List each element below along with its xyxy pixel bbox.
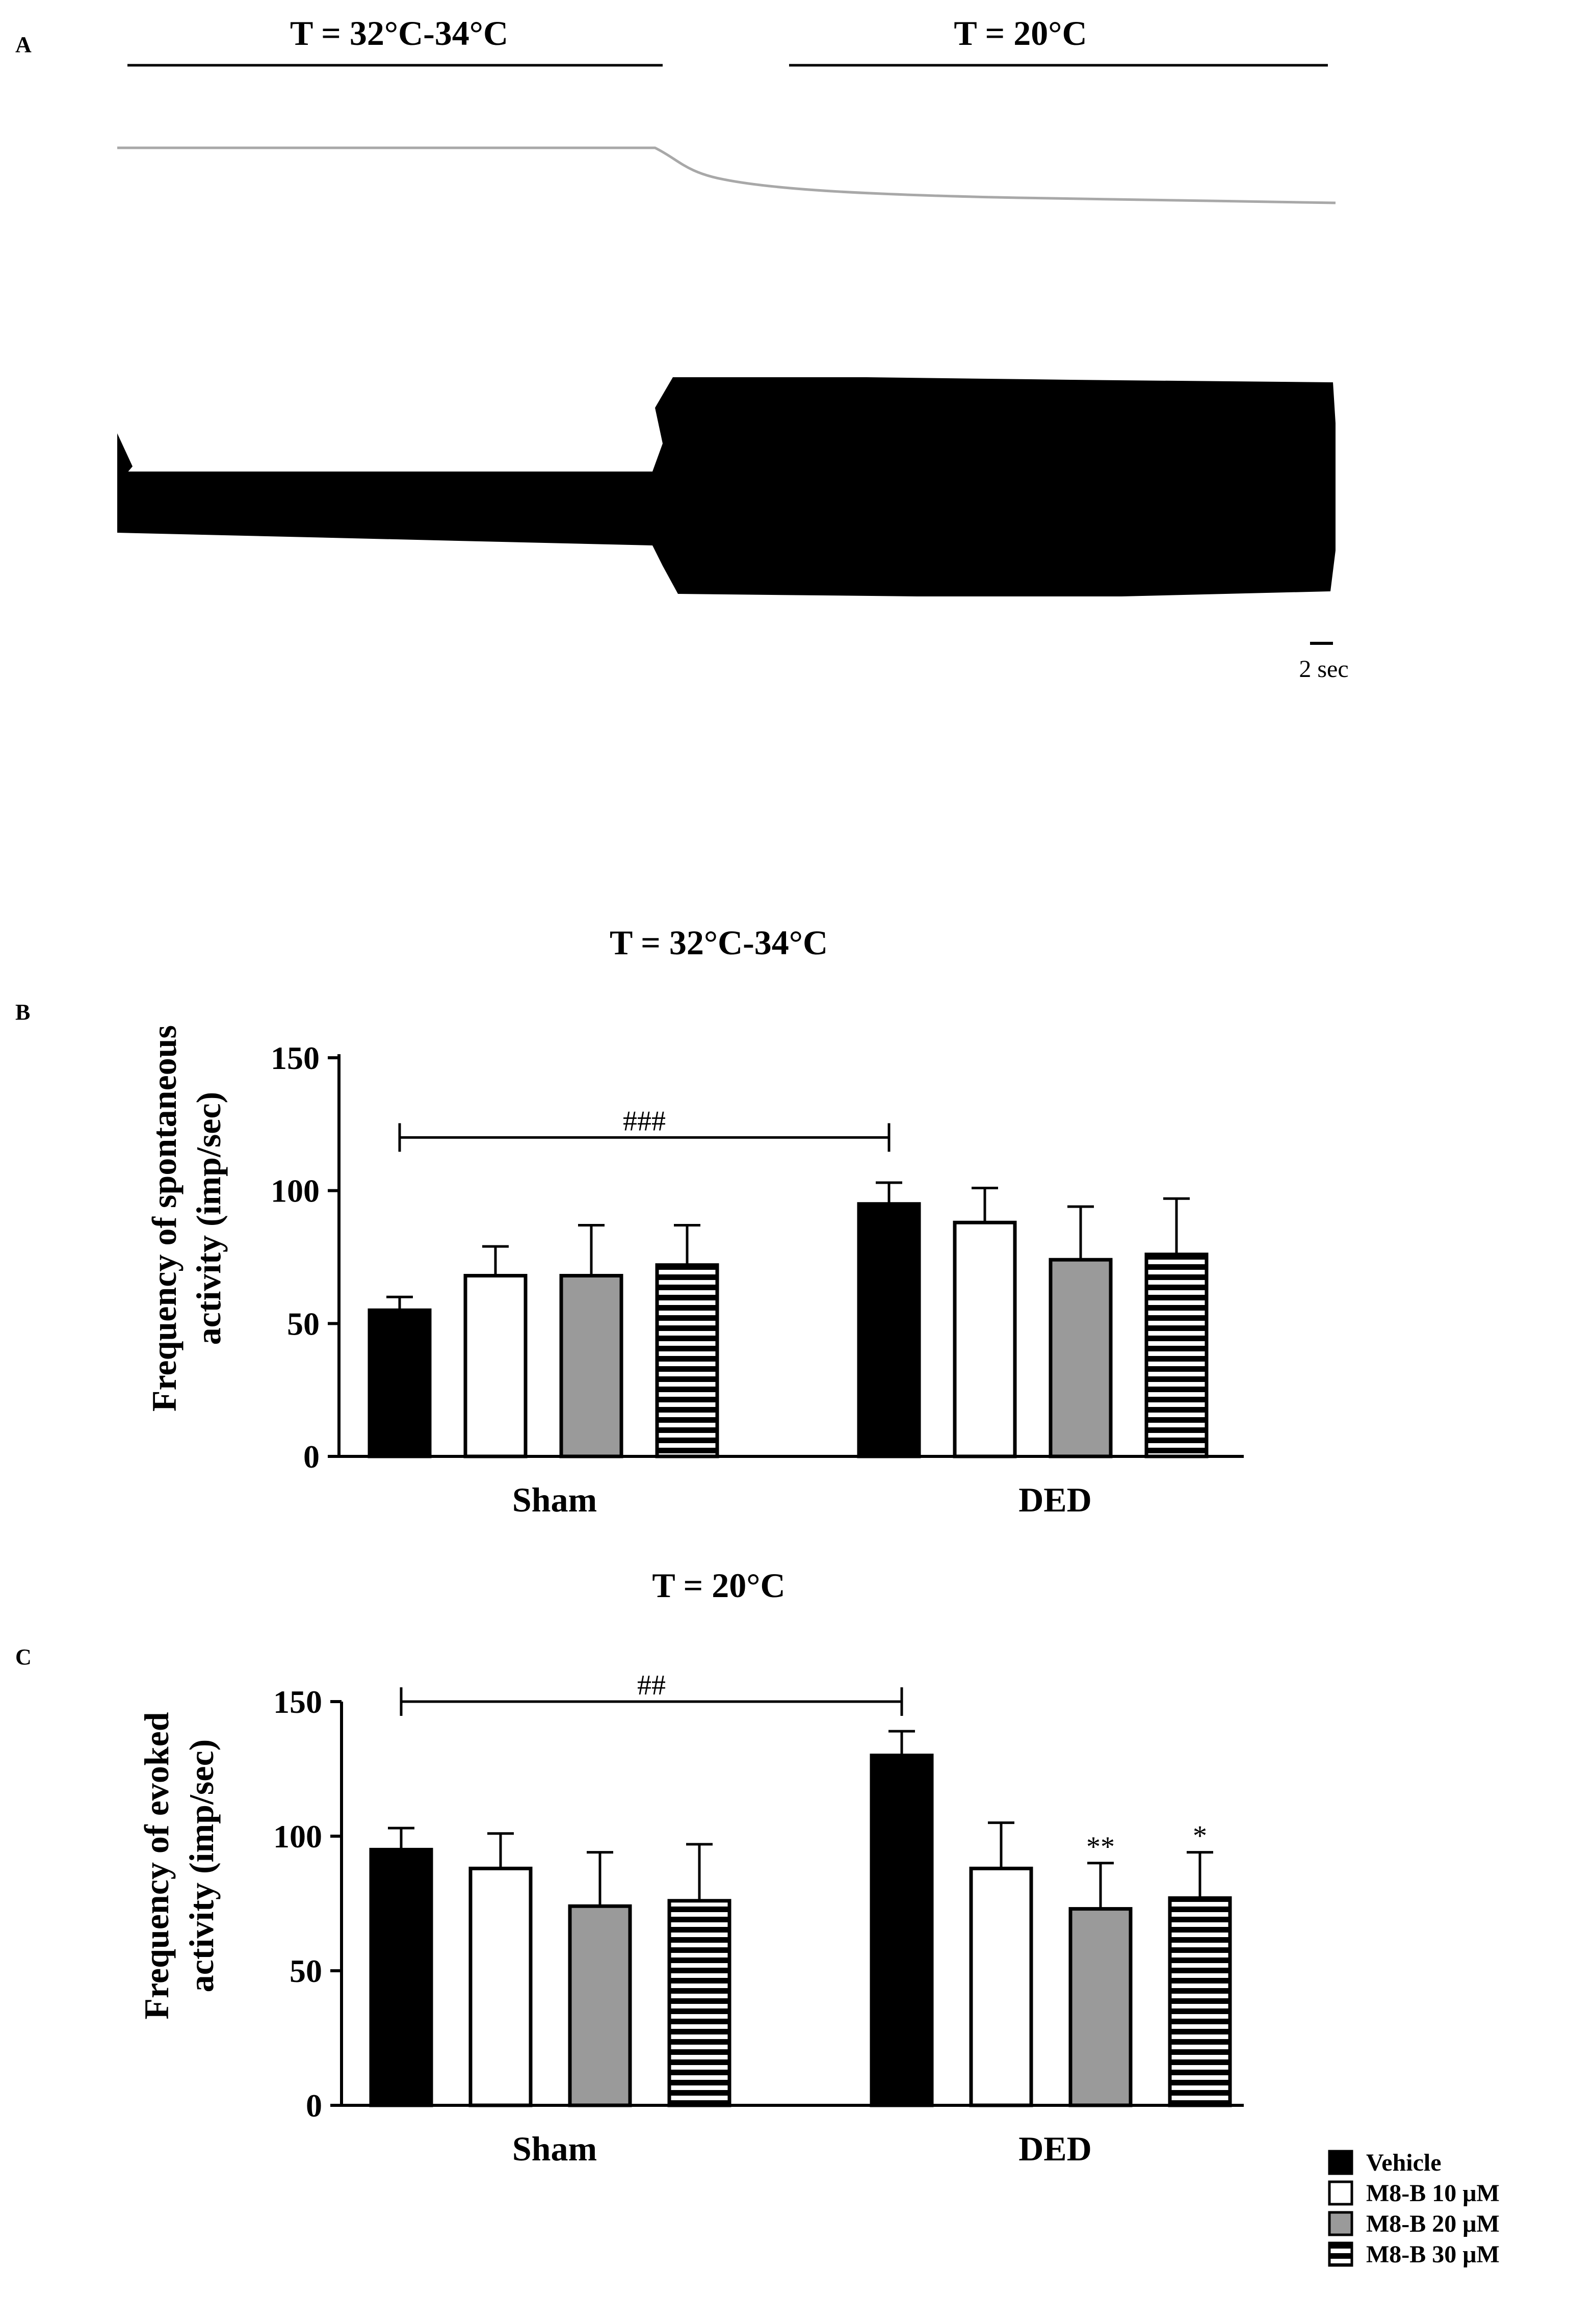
y-tick-label: 100 — [273, 1818, 322, 1855]
chart-c-title: T = 20°C — [652, 1566, 785, 1605]
legend-swatch — [1328, 2150, 1353, 2175]
legend-swatch — [1328, 2180, 1353, 2206]
bar-ded-series-2 — [1068, 1907, 1133, 2107]
significance-asterisk: * — [1193, 1820, 1207, 1852]
chart-c-y-ticks: 0 50 100 150 — [273, 1684, 342, 2124]
panel-letter-b: B — [15, 1000, 30, 1025]
panel-c: T = 20°C C Frequency of evoked activity … — [15, 1566, 1244, 2168]
legend-swatch — [1328, 2211, 1353, 2236]
scale-bar-label: 2 sec — [1299, 656, 1348, 683]
chart-b-ylabel-line1: Frequency of spontaneous — [145, 1025, 184, 1412]
chart-c-bars — [369, 1730, 1232, 2107]
panel-letter-a: A — [15, 32, 32, 57]
y-tick-label: 100 — [271, 1173, 320, 1209]
panel-letter-c: C — [15, 1645, 32, 1669]
comparison-significance-label: ## — [637, 1669, 666, 1701]
chart-b-category-ded: DED — [1018, 1480, 1092, 1519]
segment-label-warm: T = 32°C-34°C — [290, 14, 508, 53]
legend-label: M8-B 30 μM — [1366, 2241, 1500, 2268]
chart-b-y-ticks: 0 50 100 150 — [271, 1040, 339, 1475]
bar-sham-series-2 — [568, 1904, 632, 2107]
significance-asterisk: ** — [1086, 1831, 1115, 1863]
y-tick-label: 150 — [271, 1040, 320, 1076]
bar-ded-series-3 — [1168, 1896, 1232, 2107]
y-tick-label: 150 — [273, 1684, 322, 1720]
legend-label: M8-B 10 μM — [1366, 2180, 1500, 2207]
chart-c-category-sham: Sham — [512, 2129, 597, 2168]
legend-label: Vehicle — [1366, 2149, 1442, 2176]
y-tick-label: 50 — [287, 1306, 320, 1342]
legend-swatch — [1328, 2241, 1353, 2267]
legend: Vehicle M8-B 10 μM M8-B 20 μM M8-B 30 μM — [1328, 2149, 1500, 2268]
bar-sham-series-2 — [559, 1273, 623, 1458]
nerve-activity-trace — [117, 377, 1336, 596]
bar-ded-series-1 — [969, 1866, 1033, 2107]
segment-label-cold: T = 20°C — [954, 14, 1087, 53]
bar-ded-series-1 — [953, 1220, 1017, 1458]
y-tick-label: 0 — [306, 2087, 322, 2124]
chart-c-category-ded: DED — [1018, 2129, 1092, 2168]
chart-b-category-sham: Sham — [512, 1480, 597, 1519]
bar-sham-series-0 — [368, 1308, 432, 1458]
temperature-trace — [117, 146, 1336, 204]
chart-b-annotations: ### — [398, 1105, 891, 1152]
bar-sham-series-0 — [369, 1847, 433, 2107]
bar-sham-series-3 — [655, 1263, 719, 1458]
bar-sham-series-1 — [463, 1273, 528, 1458]
comparison-significance-label: ### — [623, 1105, 666, 1137]
y-tick-label: 0 — [303, 1439, 320, 1475]
y-tick-label: 50 — [290, 1953, 322, 1989]
panel-b: T = 32°C-34°C B Frequency of spontaneous… — [15, 923, 1244, 1519]
bar-ded-series-0 — [870, 1754, 934, 2107]
chart-c-ylabel-line2: activity (imp/sec) — [182, 1739, 221, 1993]
bar-ded-series-3 — [1144, 1252, 1209, 1458]
panel-a: A T = 32°C-34°C T = 20°C 2 sec — [15, 14, 1349, 683]
legend-label: M8-B 20 μM — [1366, 2210, 1500, 2237]
chart-c-ylabel-line1: Frequency of evoked — [137, 1712, 176, 2019]
chart-b-bars — [368, 1181, 1209, 1458]
chart-b-title: T = 32°C-34°C — [610, 923, 828, 962]
chart-c-annotations: ##** * — [400, 1669, 1207, 1863]
chart-b-ylabel-line2: activity (imp/sec) — [189, 1092, 228, 1345]
bar-sham-series-3 — [667, 1899, 731, 2107]
bar-ded-series-0 — [857, 1202, 921, 1458]
bar-sham-series-1 — [468, 1866, 533, 2107]
bar-ded-series-2 — [1049, 1258, 1113, 1458]
